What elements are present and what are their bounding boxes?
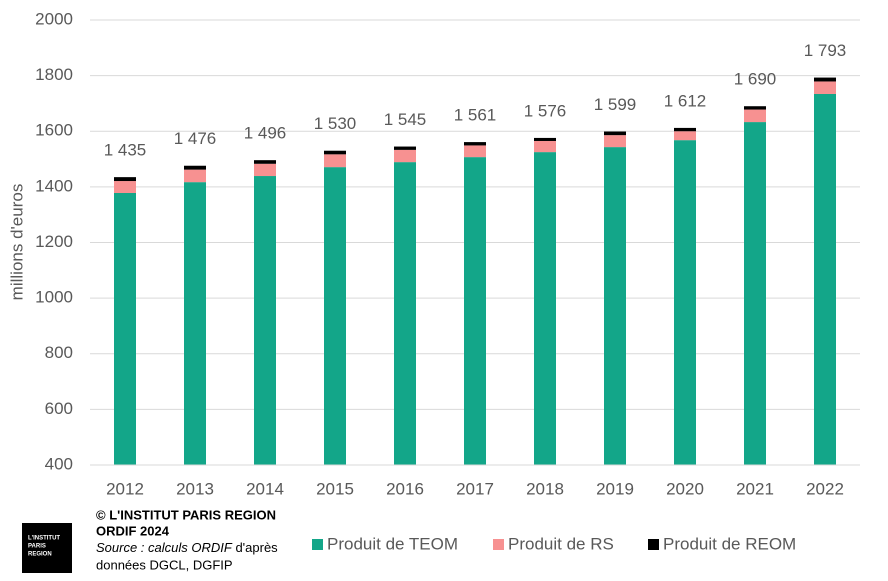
- bar-segment: [744, 106, 766, 110]
- x-tick-label: 2017: [456, 479, 494, 498]
- bar-segment: [464, 142, 486, 146]
- total-label: 1 476: [174, 129, 217, 148]
- legend-label: Produit de REOM: [663, 534, 796, 553]
- x-tick-label: 2012: [106, 479, 144, 498]
- bar-segment: [604, 135, 626, 148]
- bar-segment: [464, 157, 486, 465]
- bar-segment: [324, 154, 346, 168]
- source: Source : calculs ORDIF d'après: [96, 540, 278, 555]
- total-label: 1 793: [804, 41, 847, 60]
- bar-segment: [114, 192, 136, 465]
- x-tick-label: 2019: [596, 479, 634, 498]
- bar-segment: [674, 127, 696, 132]
- edition: ORDIF 2024: [96, 523, 170, 538]
- bar-segment: [254, 176, 276, 465]
- x-tick-label: 2015: [316, 479, 354, 498]
- logo-text: REGION: [28, 552, 52, 558]
- bar-segment: [814, 93, 836, 465]
- x-tick-label: 2013: [176, 479, 214, 498]
- bar-segment: [814, 81, 836, 94]
- bar-segment: [394, 149, 416, 163]
- total-label: 1 612: [664, 91, 707, 110]
- y-tick-label: 1600: [35, 121, 73, 140]
- logo: [22, 523, 72, 573]
- bar-segment: [814, 77, 836, 82]
- bar-segment: [184, 182, 206, 465]
- total-label: 1 576: [524, 101, 567, 120]
- bar-segment: [184, 165, 206, 170]
- bar-segment: [534, 152, 556, 465]
- legend-swatch: [493, 539, 504, 550]
- bar-segment: [534, 137, 556, 141]
- x-tick-label: 2016: [386, 479, 424, 498]
- y-tick-label: 400: [45, 454, 73, 473]
- legend-label: Produit de TEOM: [327, 534, 458, 553]
- y-tick-label: 800: [45, 343, 73, 362]
- y-tick-label: 1800: [35, 65, 73, 84]
- total-label: 1 530: [314, 114, 357, 133]
- total-label: 1 690: [734, 70, 777, 89]
- x-tick-label: 2020: [666, 479, 704, 498]
- y-tick-label: 1200: [35, 232, 73, 251]
- bar-segment: [394, 146, 416, 150]
- source-rest: d'après: [232, 540, 278, 555]
- source-italic: Source : calculs ORDIF: [96, 540, 233, 555]
- bar-segment: [324, 150, 346, 155]
- total-label: 1 561: [454, 106, 497, 125]
- bar-segment: [464, 145, 486, 158]
- bar-segment: [394, 162, 416, 465]
- copyright: © L'INSTITUT PARIS REGION: [96, 507, 276, 522]
- x-tick-label: 2018: [526, 479, 564, 498]
- bar-segment: [604, 147, 626, 465]
- x-tick-label: 2022: [806, 479, 844, 498]
- y-tick-label: 1400: [35, 176, 73, 195]
- total-label: 1 545: [384, 110, 427, 129]
- total-label: 1 435: [104, 141, 147, 160]
- bar-segment: [744, 109, 766, 123]
- bar-segment: [184, 169, 206, 183]
- logo-text: PARIS: [28, 544, 46, 550]
- bar-segment: [114, 181, 136, 193]
- total-label: 1 599: [594, 95, 637, 114]
- bar-segment: [324, 167, 346, 466]
- bar-segment: [674, 131, 696, 141]
- bar-segment: [604, 131, 626, 136]
- legend-swatch: [312, 539, 323, 550]
- bar-segment: [534, 140, 556, 153]
- bar-segment: [254, 163, 276, 177]
- bar-segment: [674, 140, 696, 465]
- y-tick-label: 1000: [35, 288, 73, 307]
- logo-text: L'INSTITUT: [28, 536, 60, 542]
- bar-segment: [744, 122, 766, 466]
- legend-label: Produit de RS: [508, 534, 614, 553]
- x-tick-label: 2021: [736, 479, 774, 498]
- source-line2: données DGCL, DGFIP: [96, 557, 233, 572]
- y-tick-label: 2000: [35, 9, 73, 28]
- legend-swatch: [648, 539, 659, 550]
- bar-segment: [114, 177, 136, 182]
- y-axis-label: millions d'euros: [7, 184, 26, 301]
- x-tick-label: 2014: [246, 479, 284, 498]
- bar-segment: [254, 160, 276, 164]
- total-label: 1 496: [244, 124, 287, 143]
- y-tick-label: 600: [45, 399, 73, 418]
